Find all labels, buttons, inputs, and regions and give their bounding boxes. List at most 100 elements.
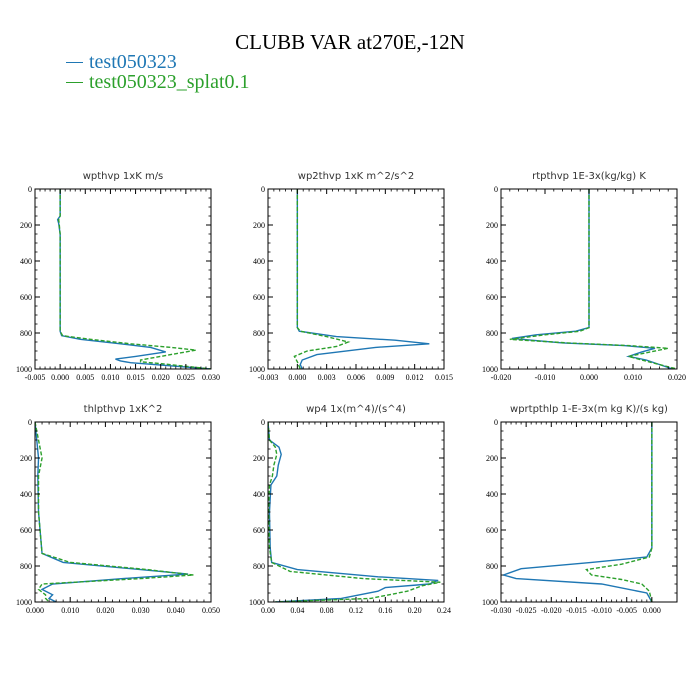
series-line-solid (35, 422, 189, 602)
y-tick-label: 0 (494, 418, 498, 427)
y-tick-label: 800 (486, 329, 498, 338)
series-line-solid (296, 189, 430, 369)
x-tick-label: -0.020 (541, 606, 562, 615)
chart-panel: rtpthvp 1E-3x(kg/kg) K -0.020 -0.010 0.000 0… (482, 171, 686, 382)
series-line-solid (511, 189, 673, 369)
x-tick-label: 0.020 (96, 606, 114, 615)
series-line-dashed (35, 422, 194, 602)
x-tick-label: -0.020 (491, 373, 512, 382)
x-tick-label: -0.015 (566, 606, 587, 615)
series-line-dashed (585, 422, 653, 602)
y-tick-label: 800 (253, 562, 265, 571)
y-tick-label: 800 (486, 562, 498, 571)
y-tick-label: 400 (486, 490, 498, 499)
y-tick-label: 400 (253, 257, 265, 266)
y-tick-label: 800 (20, 329, 32, 338)
y-tick-label: 200 (20, 454, 32, 463)
x-tick-label: 0.040 (167, 606, 185, 615)
x-tick-label: 0.24 (437, 606, 451, 615)
chart-panel: wp4 1x(m^4)/(s^4) 0.00 0.04 0.08 0.12 0.16 0.2… (249, 404, 451, 615)
x-tick-label: -0.030 (491, 606, 512, 615)
x-tick-label: 0.16 (378, 606, 392, 615)
plot-frame (500, 421, 678, 603)
legend-swatch (66, 61, 83, 63)
y-tick-label: 200 (486, 454, 498, 463)
x-tick-label: 0.000 (26, 606, 44, 615)
plot-frame (34, 188, 212, 370)
x-tick-label: 0.012 (406, 373, 424, 382)
y-tick-label: 400 (20, 257, 32, 266)
y-tick-label: 800 (20, 562, 32, 571)
legend-entry: test050323 (66, 52, 250, 72)
x-tick-label: 0.000 (580, 373, 598, 382)
y-tick-label: 400 (20, 490, 32, 499)
x-tick-label: 0.009 (376, 373, 394, 382)
x-tick-label: -0.025 (516, 606, 537, 615)
series-line-solid (268, 422, 439, 602)
x-tick-label: 0.12 (349, 606, 363, 615)
panel-title: wpthvp 1xK m/s (83, 171, 164, 182)
x-tick-label: -0.005 (616, 606, 637, 615)
x-tick-label: 0.030 (132, 606, 150, 615)
y-tick-label: 0 (28, 418, 32, 427)
x-tick-label: 0.000 (51, 373, 69, 382)
x-tick-label: 0.010 (61, 606, 79, 615)
y-tick-label: 1000 (16, 365, 32, 374)
x-tick-label: 0.030 (202, 373, 220, 382)
y-tick-label: 1000 (249, 598, 265, 607)
x-tick-label: 0.020 (668, 373, 686, 382)
x-tick-label: -0.005 (25, 373, 46, 382)
y-tick-label: 600 (20, 293, 32, 302)
x-tick-label: 0.08 (320, 606, 334, 615)
legend-swatch (66, 81, 83, 83)
chart-panel: thlpthvp 1xK^2 0.000 0.010 0.020 0.030 0.040 0… (16, 404, 220, 615)
y-tick-label: 200 (253, 221, 265, 230)
y-tick-label: 0 (261, 418, 265, 427)
x-tick-label: 0.005 (76, 373, 94, 382)
legend-label: test050323_splat0.1 (89, 71, 250, 93)
chart-panel: wprtpthlp 1-E-3x(m kg K)/(s kg) -0.030 -0.… (482, 404, 678, 615)
legend-label: test050323 (89, 51, 177, 73)
x-tick-label: 0.020 (152, 373, 170, 382)
x-tick-label: 0.010 (101, 373, 119, 382)
x-tick-label: 0.015 (127, 373, 145, 382)
x-tick-label: 0.04 (290, 606, 304, 615)
series-line-solid (56, 189, 211, 369)
x-tick-label: 0.015 (435, 373, 453, 382)
y-tick-label: 1000 (249, 365, 265, 374)
chart-panel: wpthvp 1xK m/s -0.005 0.000 0.005 0.010 0.015… (16, 171, 220, 382)
panel-title: wp2thvp 1xK m^2/s^2 (298, 171, 414, 182)
x-tick-label: 0.000 (288, 373, 306, 382)
x-tick-label: 0.050 (202, 606, 220, 615)
y-tick-label: 600 (486, 293, 498, 302)
y-tick-label: 200 (486, 221, 498, 230)
x-tick-label: 0.006 (347, 373, 365, 382)
chart-panel: wp2thvp 1xK m^2/s^2 -0.003 0.000 0.003 0.006… (249, 171, 453, 382)
panel-title: wp4 1x(m^4)/(s^4) (306, 404, 406, 415)
legend-entry: test050323_splat0.1 (66, 72, 250, 92)
y-tick-label: 200 (20, 221, 32, 230)
x-tick-label: -0.010 (535, 373, 556, 382)
y-tick-label: 0 (494, 185, 498, 194)
x-tick-label: 0.003 (318, 373, 336, 382)
y-tick-label: 600 (253, 526, 265, 535)
x-tick-label: 0.000 (643, 606, 661, 615)
x-tick-label: 0.00 (261, 606, 275, 615)
panel-title: thlpthvp 1xK^2 (84, 404, 163, 415)
x-tick-label: 0.025 (177, 373, 195, 382)
x-tick-label: 0.20 (408, 606, 422, 615)
y-tick-label: 200 (253, 454, 265, 463)
y-tick-label: 800 (253, 329, 265, 338)
series-line-dashed (293, 189, 351, 369)
y-tick-label: 1000 (16, 598, 32, 607)
panel-title: wprtpthlp 1-E-3x(m kg K)/(s kg) (510, 404, 668, 415)
x-tick-label: 0.010 (624, 373, 642, 382)
y-tick-label: 0 (28, 185, 32, 194)
y-tick-label: 600 (486, 526, 498, 535)
legend: test050323 test050323_splat0.1 (66, 52, 250, 92)
x-tick-label: -0.003 (258, 373, 279, 382)
series-line-dashed (57, 189, 211, 369)
y-tick-label: 1000 (482, 365, 498, 374)
y-tick-label: 600 (253, 293, 265, 302)
y-tick-label: 600 (20, 526, 32, 535)
